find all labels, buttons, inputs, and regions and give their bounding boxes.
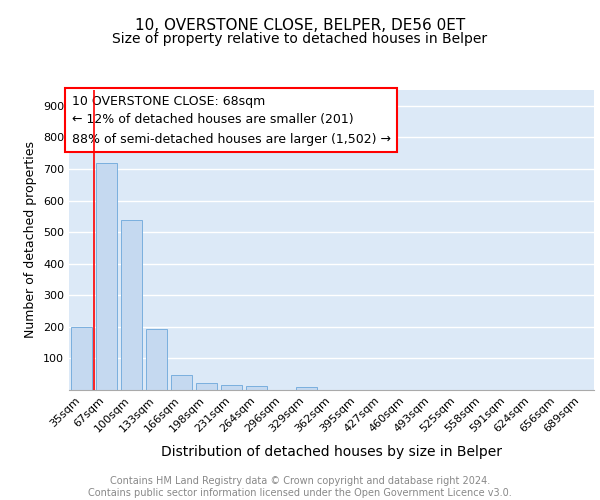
Text: Contains HM Land Registry data © Crown copyright and database right 2024.
Contai: Contains HM Land Registry data © Crown c… [88, 476, 512, 498]
X-axis label: Distribution of detached houses by size in Belper: Distribution of detached houses by size … [161, 445, 502, 459]
Bar [246, 386, 267, 390]
Text: Size of property relative to detached houses in Belper: Size of property relative to detached ho… [112, 32, 488, 46]
Bar [221, 386, 242, 390]
Bar [96, 162, 117, 390]
Bar [171, 375, 192, 390]
Text: 10, OVERSTONE CLOSE, BELPER, DE56 0ET: 10, OVERSTONE CLOSE, BELPER, DE56 0ET [135, 18, 465, 32]
Bar [196, 383, 217, 390]
Bar [146, 330, 167, 390]
Y-axis label: Number of detached properties: Number of detached properties [25, 142, 37, 338]
Bar [71, 327, 92, 390]
Bar [296, 387, 317, 390]
Text: 10 OVERSTONE CLOSE: 68sqm
← 12% of detached houses are smaller (201)
88% of semi: 10 OVERSTONE CLOSE: 68sqm ← 12% of detac… [71, 94, 391, 146]
Bar [121, 220, 142, 390]
